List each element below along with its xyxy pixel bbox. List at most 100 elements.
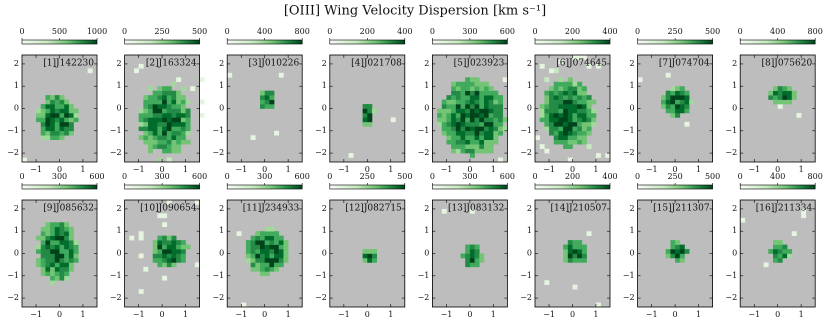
map-pixel (54, 117, 60, 123)
map-pixel (474, 86, 480, 91)
map-pixel (166, 135, 172, 141)
y-tick-label: −2 (7, 293, 19, 302)
x-tick-label: 0 (673, 165, 678, 174)
colorbar-tick-label: 600 (295, 172, 310, 181)
y-tick-label: −1 (418, 126, 430, 135)
map (129, 200, 200, 294)
colorbar-tick-label: 0 (19, 27, 24, 36)
map (36, 222, 79, 286)
map-pixel (577, 121, 583, 127)
map-pixel (148, 99, 154, 105)
map-pixel (269, 99, 275, 105)
x-tick-label: 1 (799, 310, 804, 319)
map-pixel (264, 99, 270, 105)
map-pixel (493, 135, 499, 141)
map-pixel (465, 130, 471, 136)
map-pixel (185, 121, 191, 127)
map-pixel (455, 121, 461, 127)
map-pixel (451, 90, 457, 96)
map-pixel (166, 99, 172, 105)
map-pixel (773, 240, 778, 245)
map-pixel (637, 77, 643, 83)
map-pixel (675, 240, 681, 245)
map-pixel (572, 104, 578, 109)
map-pixel (278, 253, 284, 259)
map-pixel (539, 144, 545, 149)
map-pixel (581, 244, 587, 250)
map-pixel (152, 126, 158, 132)
map-pixel (40, 253, 46, 259)
x-tick-label: −1 (543, 165, 555, 174)
map-pixel (563, 139, 569, 145)
map-pixel (269, 95, 275, 100)
map-pixel (451, 81, 457, 87)
map-pixel (577, 244, 583, 250)
x-tick-label: 1 (388, 310, 393, 319)
map-pixel (796, 112, 802, 118)
x-tick-label: −1 (338, 310, 350, 319)
map-pixel (581, 108, 587, 114)
y-tick-label: 0 (424, 104, 429, 113)
map-pixel (54, 257, 60, 263)
map-pixel (465, 112, 471, 118)
panel-label: [10]J090654 (140, 204, 197, 214)
map-pixel (563, 104, 569, 109)
map-pixel (460, 112, 466, 118)
map-pixel (465, 257, 471, 263)
map-pixel (684, 95, 690, 100)
map-pixel (274, 244, 280, 250)
map-pixel (469, 86, 475, 91)
colorbar-tick-label: 200 (565, 172, 580, 181)
map-pixel (274, 257, 280, 263)
map-pixel (567, 130, 573, 136)
map-pixel (245, 257, 251, 263)
map-pixel (469, 135, 475, 141)
map-pixel (498, 157, 504, 163)
colorbar (329, 184, 406, 190)
map-pixel (488, 95, 494, 100)
colorbar-tick-label: 500 (52, 27, 67, 36)
map-pixel (586, 95, 592, 100)
map-pixel (269, 262, 275, 268)
map-pixel (152, 104, 158, 109)
map-pixel (465, 262, 471, 268)
map-pixel (227, 72, 233, 78)
map-pixel (479, 117, 485, 123)
map-pixel (577, 81, 583, 87)
map-pixel (586, 130, 592, 136)
map-pixel (572, 112, 578, 118)
colorbar-tick-label: 250 (667, 172, 682, 181)
map-pixel (455, 126, 461, 132)
map-pixel (483, 81, 489, 87)
map-pixel (446, 135, 452, 141)
map-pixel (665, 108, 671, 114)
map-pixel (460, 253, 466, 259)
map-pixel (50, 235, 56, 241)
map-pixel (362, 121, 368, 127)
map-pixel (474, 121, 480, 127)
map-pixel (782, 99, 788, 105)
map-pixel (446, 108, 452, 114)
y-tick-label: −2 (7, 148, 19, 157)
map-pixel (59, 222, 65, 228)
map-pixel (50, 135, 56, 141)
map-pixel (572, 90, 578, 96)
map-pixel (143, 99, 149, 105)
panel-label: [15]J211307 (653, 204, 710, 214)
x-tick-label: 1 (183, 165, 188, 174)
map-pixel (180, 240, 186, 245)
map-pixel (577, 90, 583, 96)
map-pixel (241, 302, 247, 308)
map-pixel (483, 148, 489, 154)
x-tick-label: −1 (133, 310, 145, 319)
map-pixel (787, 90, 793, 96)
map-pixel (469, 104, 475, 109)
map-pixel (129, 235, 135, 241)
map-pixel (166, 139, 172, 145)
map-pixel (260, 235, 265, 241)
map-pixel (586, 112, 592, 118)
map-pixel (176, 257, 182, 263)
map-pixel (460, 135, 466, 141)
map-pixel (763, 262, 769, 268)
map-pixel (483, 99, 489, 105)
